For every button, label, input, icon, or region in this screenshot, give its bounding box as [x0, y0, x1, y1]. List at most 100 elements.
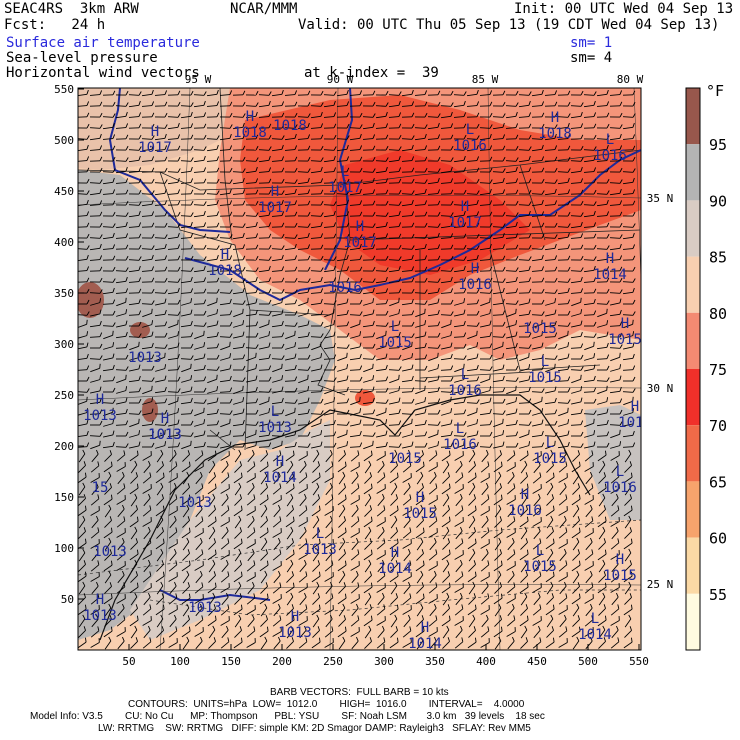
pressure-value-label: 1015: [523, 321, 557, 337]
pressure-value-label: 1018: [233, 125, 267, 141]
pressure-value-label: 1013: [83, 408, 117, 424]
wind-barb: [271, 397, 284, 405]
wind-barb: [544, 277, 558, 283]
wind-barb: [597, 308, 608, 318]
wind-barb: [207, 297, 218, 307]
wind-barb: [596, 233, 610, 239]
wind-barb: [609, 200, 623, 206]
wind-barb: [466, 123, 480, 129]
wind-barb: [78, 123, 90, 129]
wind-barb: [479, 124, 493, 129]
wind-barb: [232, 223, 246, 228]
wind-barb: [401, 387, 415, 393]
wind-barb: [285, 310, 298, 316]
wind-barb: [310, 102, 324, 107]
wind-barb: [180, 233, 194, 239]
wind-barb: [115, 267, 129, 272]
wind-barb: [480, 320, 492, 328]
wind-barb: [284, 211, 298, 217]
wind-barb: [570, 343, 584, 349]
wind-barb: [558, 330, 569, 340]
wind-barb: [141, 123, 155, 129]
model-title: SEAC4RS 3km ARW: [4, 1, 139, 17]
wind-barb: [297, 223, 311, 228]
wind-barb: [440, 212, 454, 217]
wind-barb: [622, 223, 636, 228]
wind-barb: [349, 311, 363, 316]
wind-barb: [531, 135, 545, 140]
wind-barb: [245, 221, 258, 229]
wind-barb: [271, 355, 285, 360]
wind-barb: [531, 101, 545, 107]
wind-barb: [180, 189, 194, 195]
wind-barb: [584, 341, 595, 351]
wind-barb: [505, 255, 519, 261]
wind-barb: [479, 188, 492, 196]
wind-barb: [259, 299, 272, 305]
wind-barb: [388, 178, 402, 184]
wind-barb: [557, 134, 571, 140]
wind-barb: [363, 363, 374, 373]
wind-barb: [376, 353, 388, 361]
wind-barb: [466, 89, 479, 97]
wind-barb: [193, 233, 207, 239]
wind-barb: [102, 177, 115, 185]
wind-barb: [167, 287, 180, 295]
wind-barb: [245, 276, 258, 284]
wind-barb: [557, 376, 571, 382]
wind-barb: [141, 199, 154, 207]
wind-barb: [206, 233, 220, 239]
wind-barb: [116, 297, 127, 307]
wind-barb: [531, 211, 545, 217]
wind-barb: [596, 266, 610, 272]
wind-barb: [349, 353, 362, 361]
wind-barb: [323, 244, 337, 250]
wind-barb: [258, 123, 272, 129]
wind-barb: [193, 299, 207, 305]
wind-barb: [154, 309, 167, 317]
wind-barb: [102, 232, 115, 240]
wind-barb: [310, 145, 324, 151]
mexico-border-2: [149, 589, 641, 616]
wind-barb: [518, 256, 532, 261]
wind-barb: [90, 343, 103, 349]
wind-barb: [427, 113, 441, 118]
wind-barb: [350, 376, 363, 382]
wind-barb: [414, 300, 428, 305]
wind-barb: [362, 168, 376, 173]
wind-barb: [310, 375, 323, 383]
wind-barb: [284, 255, 298, 261]
wind-barb: [571, 320, 583, 328]
wind-barb: [389, 320, 401, 328]
wind-barb: [298, 397, 310, 405]
wind-barb: [375, 90, 389, 96]
wind-barb: [531, 144, 544, 152]
wind-barb: [337, 332, 350, 338]
wind-barb: [453, 201, 467, 206]
wind-barb: [219, 179, 233, 184]
wind-barb: [597, 331, 609, 339]
wind-barb: [480, 354, 493, 360]
wind-barb: [545, 309, 557, 317]
wind-barb: [558, 342, 570, 350]
wind-barb: [467, 387, 480, 393]
wind-barb: [622, 244, 636, 250]
wind-barb: [506, 308, 517, 318]
wind-barb: [193, 222, 207, 228]
wind-barb: [427, 344, 441, 349]
wind-barb: [245, 134, 259, 140]
wind-barb: [388, 244, 402, 250]
wind-barb: [375, 276, 388, 284]
wind-barb: [440, 157, 454, 162]
wind-barb: [206, 144, 219, 152]
wind-barb: [220, 353, 232, 361]
wind-barb: [89, 222, 103, 228]
pressure-center-marker: H: [631, 399, 639, 415]
wind-barb: [349, 388, 363, 393]
wind-barb: [336, 112, 350, 118]
wind-barb: [78, 388, 90, 393]
wind-barb: [622, 90, 636, 96]
wind-barb: [596, 101, 610, 107]
pressure-center-marker: H: [461, 199, 469, 215]
wind-barb: [89, 90, 103, 96]
